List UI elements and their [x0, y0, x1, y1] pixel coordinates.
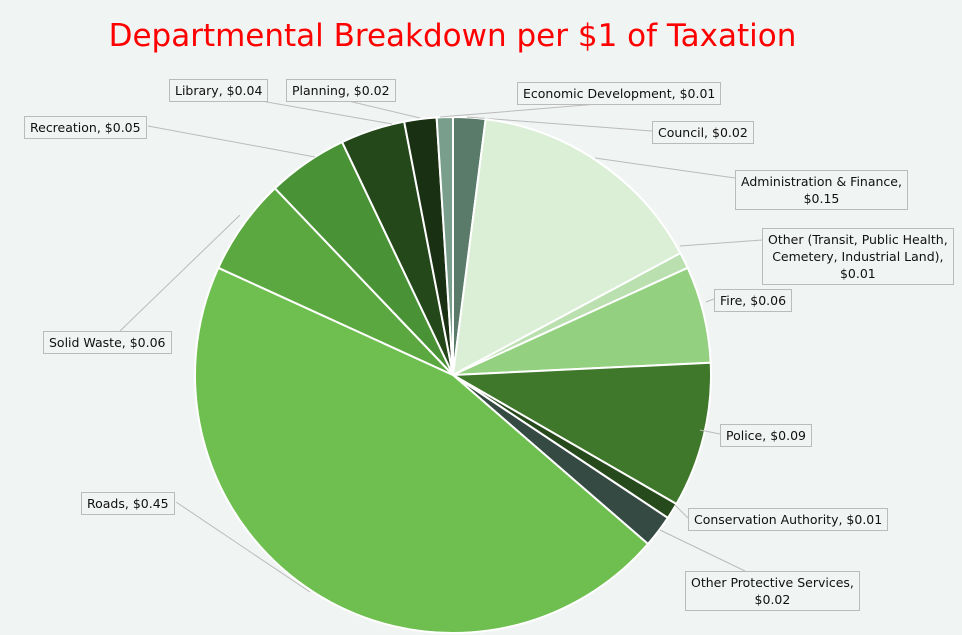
leader-line [594, 157, 736, 179]
leader-line [659, 529, 746, 572]
data-label: Library, $0.04 [169, 79, 269, 102]
data-label: Fire, $0.06 [714, 289, 793, 312]
pie-slice-roads[interactable] [194, 266, 650, 634]
leader-line [705, 298, 715, 303]
chart-title: Departmental Breakdown per $1 of Taxatio… [108, 18, 797, 54]
pie-slice-administration-finance[interactable] [451, 117, 682, 377]
leader-line [679, 239, 763, 247]
data-label: Economic Development, $0.01 [517, 82, 722, 105]
data-label: Other (Transit, Public Health, Cemetery, … [762, 228, 954, 285]
leader-line [147, 125, 316, 158]
data-label: Solid Waste, $0.06 [43, 331, 172, 354]
leader-line [339, 98, 421, 119]
data-label: Other Protective Services, $0.02 [685, 571, 860, 611]
data-label: Council, $0.02 [652, 121, 754, 144]
leader-line [674, 504, 689, 519]
data-label: Roads, $0.45 [81, 492, 175, 515]
leader-line [119, 214, 241, 332]
pie-slice-police[interactable] [449, 361, 712, 506]
leader-line [249, 98, 393, 125]
data-label: Police, $0.09 [720, 424, 812, 447]
data-label: Conservation Authority, $0.01 [688, 508, 889, 531]
pie-slice-economic-development[interactable] [435, 115, 454, 376]
leader-line [175, 501, 311, 593]
leader-line [699, 429, 721, 435]
data-label: Administration & Finance, $0.15 [735, 170, 908, 210]
data-label: Recreation, $0.05 [24, 116, 147, 139]
data-label: Planning, $0.02 [286, 79, 396, 102]
leader-line [466, 116, 653, 132]
leader-line [439, 102, 611, 118]
